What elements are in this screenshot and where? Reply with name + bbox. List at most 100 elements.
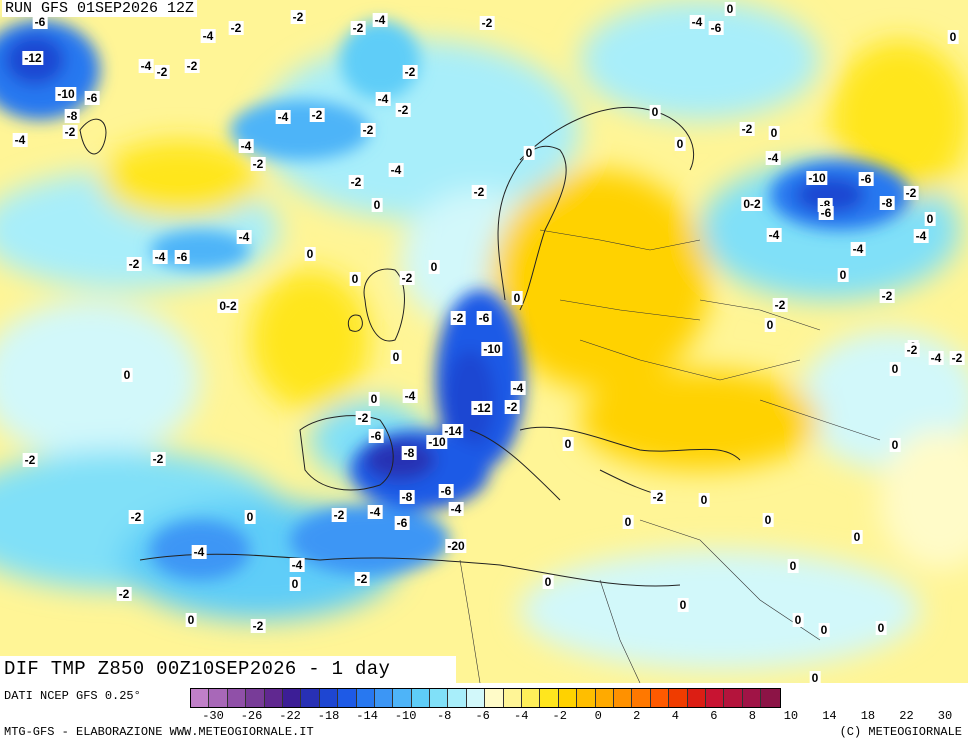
contour-label: -4 (402, 389, 418, 403)
contour-label: -4 (510, 381, 526, 395)
contour-label: -4 (766, 228, 782, 242)
color-scale-tick-label: -2 (552, 709, 567, 723)
contour-label: -4 (689, 15, 705, 29)
contour-label: 0 (371, 198, 383, 212)
contour-label: -4 (913, 229, 929, 243)
color-scale-tick-label: 6 (710, 709, 718, 723)
contour-label: -2 (471, 185, 487, 199)
color-scale-tick-label: -8 (436, 709, 452, 723)
color-scale-tick-label: 14 (822, 709, 837, 723)
contour-label: 0 (768, 126, 780, 140)
contour-label: -2 (739, 122, 755, 136)
color-scale-swatch (503, 689, 523, 707)
contour-label: 0 (724, 2, 736, 16)
run-title: RUN GFS 01SEP2026 12Z (2, 0, 198, 17)
contour-label: -8 (399, 490, 415, 504)
color-scale-tick-label: 30 (937, 709, 953, 723)
color-scale-swatch (374, 689, 394, 707)
contour-label: 0 (837, 268, 849, 282)
contour-label: -2 (399, 271, 415, 285)
contour-label: -2 (62, 125, 78, 139)
contour-label: 0 (875, 621, 887, 635)
contour-label: -2 (22, 453, 38, 467)
color-scale-tick-label: -10 (394, 709, 417, 723)
contour-label: -4 (375, 92, 391, 106)
color-scale-swatch (356, 689, 375, 707)
contour-label: -2 (350, 21, 366, 35)
contour-label: -10 (55, 87, 77, 101)
contour-label: -2 (354, 572, 370, 586)
contour-label: 0 (304, 247, 316, 261)
contour-label: 0 (622, 515, 634, 529)
color-scale-tick-label: 4 (671, 709, 679, 723)
contour-label: -2 (479, 16, 495, 30)
color-scale-tick-label: -26 (240, 709, 263, 723)
contour-label: 0 (698, 493, 710, 507)
contour-label: 0 (185, 613, 197, 627)
color-scale-swatch (393, 689, 412, 707)
contour-label: -2 (250, 157, 266, 171)
color-scale-swatch (282, 689, 302, 707)
contour-label: -4 (12, 133, 28, 147)
contour-label: -4 (191, 545, 207, 559)
color-scale-tick-label: -22 (279, 709, 301, 723)
contour-label: -2 (395, 103, 411, 117)
contour-label: 0 (924, 212, 936, 226)
contour-label: 0 (851, 530, 863, 544)
contour-label: 0 (947, 30, 959, 44)
color-scale-swatch (669, 689, 688, 707)
contour-label: 0 (542, 575, 554, 589)
contour-label: -4 (372, 13, 388, 27)
contour-label: -2 (126, 257, 142, 271)
contour-label: -6 (438, 484, 454, 498)
contour-label: -2 (228, 21, 244, 35)
contour-label: -6 (394, 516, 410, 530)
color-scale-swatch (577, 689, 596, 707)
contour-label: -6 (32, 15, 48, 29)
contour-label: -2 (402, 65, 418, 79)
color-scale-swatch (761, 689, 780, 707)
contour-label: 0 (787, 559, 799, 573)
color-scale-swatch (246, 689, 265, 707)
contour-label: 0 (674, 137, 686, 151)
color-scale-swatch (522, 689, 541, 707)
color-scale-tick-label: -14 (356, 709, 378, 723)
contour-label: -2 (504, 400, 520, 414)
contour-label: 0 (523, 146, 535, 160)
contour-label: -2 (290, 10, 306, 24)
field-title: DIF TMP Z850 00Z10SEP2026 - 1 day (0, 656, 456, 683)
contour-label: 0 (762, 513, 774, 527)
contour-label: -8 (64, 109, 80, 123)
color-scale-bar (190, 688, 781, 708)
contour-label: 0 (289, 577, 301, 591)
contour-label: -2 (150, 452, 166, 466)
contour-label: -4 (289, 558, 305, 572)
color-scale-swatch (209, 689, 228, 707)
temperature-anomaly-map: -6 -12 -10 -6 -8 -2 -4 -2 -4 -4 -2 -2 -2 -4 -2 -2 -4 -2 -4… (0, 0, 968, 683)
color-scale-swatch (595, 689, 614, 707)
color-scale-tick-label: -18 (317, 709, 340, 723)
color-scale-tick-label: -4 (514, 709, 529, 723)
footer-legend: DATI NCEP GFS 0.25° -30 -26 -22 -18 -14 -10 -8… (0, 683, 968, 745)
contour-label: -4 (388, 163, 404, 177)
color-scale-tick-label: 18 (860, 709, 876, 723)
contour-label: 0 (349, 272, 361, 286)
contour-label: -2 (904, 343, 920, 357)
contour-label: -2 (128, 510, 144, 524)
contour-label: 0 (677, 598, 689, 612)
contour-label: -4 (152, 250, 168, 264)
contour-label: -2 (116, 587, 132, 601)
data-source-label: DATI NCEP GFS 0.25° (4, 689, 141, 703)
map-canvas (0, 0, 968, 683)
contour-label: -4 (275, 110, 291, 124)
contour-label: 0 (511, 291, 523, 305)
contour-label: -10 (806, 171, 828, 185)
color-scale-tick-label: 2 (633, 709, 641, 723)
contour-label: -2 (348, 175, 364, 189)
color-scale-swatch (227, 689, 247, 707)
contour-label: -20 (445, 539, 467, 553)
contour-label: -6 (174, 250, 190, 264)
contour-label: 0 (809, 671, 821, 683)
contour-label: -14 (442, 424, 464, 438)
